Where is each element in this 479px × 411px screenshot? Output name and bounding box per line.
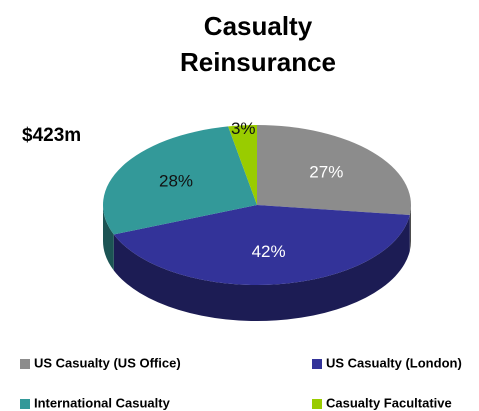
data-label: 3% [231, 119, 256, 138]
legend-label: US Casualty (London) [326, 355, 462, 370]
slice [228, 125, 257, 205]
slice-side [103, 205, 114, 271]
chart-title: Casualty Reinsurance [179, 11, 337, 77]
legend-label: International Casualty [34, 395, 171, 410]
annotation: $423m [22, 125, 81, 146]
slice-side [113, 215, 410, 322]
legend-swatch [20, 399, 30, 409]
slice [257, 125, 411, 216]
legend-label: US Casualty (US Office) [34, 355, 181, 370]
legend-swatch [312, 359, 322, 369]
legend-swatch [20, 359, 30, 369]
slice-side [409, 205, 411, 252]
slice [113, 205, 410, 285]
legend-label: Casualty Facultative [326, 395, 452, 410]
legend-swatch [312, 399, 322, 409]
data-label: 42% [252, 242, 286, 261]
slice [102, 126, 258, 235]
data-label: 28% [159, 171, 193, 190]
data-label: 27% [309, 163, 343, 182]
